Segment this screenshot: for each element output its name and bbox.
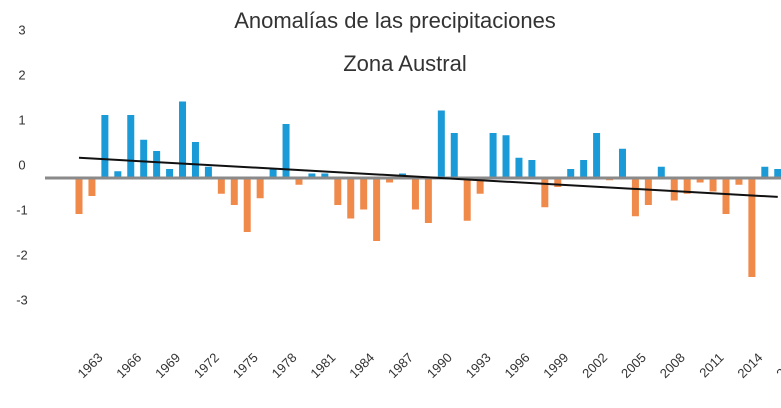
bar — [153, 151, 161, 178]
bar — [114, 171, 122, 178]
bar — [88, 178, 96, 196]
x-tick-label: 2017 — [773, 350, 781, 381]
bar — [347, 178, 355, 219]
x-tick-label: 1975 — [230, 350, 261, 381]
bar — [502, 135, 510, 178]
bar — [644, 178, 652, 205]
bar — [567, 169, 575, 178]
x-tick-label: 1963 — [74, 350, 105, 381]
bar — [321, 173, 329, 178]
x-tick-label: 1984 — [346, 350, 377, 381]
bar — [528, 160, 536, 178]
bar — [657, 166, 665, 178]
bar — [334, 178, 342, 205]
bar — [360, 178, 368, 210]
x-tick-label: 1966 — [113, 350, 144, 381]
x-tick-label: 1987 — [385, 350, 416, 381]
trend-line — [78, 156, 778, 198]
bar — [670, 178, 678, 201]
bar — [179, 101, 187, 178]
x-tick-label: 1981 — [307, 350, 338, 381]
bar — [140, 139, 148, 178]
bar — [541, 178, 549, 208]
bar — [450, 133, 458, 178]
bar — [554, 178, 562, 187]
y-tick-label: 1 — [18, 112, 25, 127]
chart-title: Anomalías de las precipitaciones — [234, 8, 556, 33]
bar — [269, 169, 277, 178]
bar — [761, 166, 769, 178]
x-tick-label: 1972 — [191, 350, 222, 381]
bar — [580, 160, 588, 178]
x-tick-label: 1990 — [424, 350, 455, 381]
bar — [308, 173, 316, 178]
y-tick-label: -3 — [16, 292, 28, 307]
bar — [243, 178, 251, 232]
bar — [101, 115, 109, 178]
bar — [386, 178, 394, 183]
bar — [618, 148, 626, 178]
bar — [295, 178, 303, 185]
bar — [127, 115, 135, 178]
bar — [631, 178, 639, 217]
y-tick-label: 3 — [18, 22, 25, 37]
bar — [373, 178, 381, 241]
bar — [204, 166, 212, 178]
bar — [722, 178, 730, 214]
bar — [166, 169, 174, 178]
x-tick-label: 2011 — [696, 350, 726, 380]
bar — [748, 178, 756, 277]
bar — [696, 178, 704, 183]
bar — [282, 124, 290, 178]
bar — [489, 133, 497, 178]
bar — [683, 178, 691, 194]
x-tick-label: 2005 — [618, 350, 649, 381]
bar — [256, 178, 264, 199]
bar — [463, 178, 471, 221]
bar — [709, 178, 717, 192]
x-tick-label: 1969 — [152, 350, 183, 381]
bar — [735, 178, 743, 185]
x-tick-label: 2002 — [579, 350, 610, 381]
bar — [191, 142, 199, 178]
bar — [217, 178, 225, 194]
y-tick-label: -1 — [16, 202, 28, 217]
y-tick-label: -2 — [16, 247, 28, 262]
x-tick-label: 2008 — [657, 350, 688, 381]
y-tick-label: 2 — [18, 67, 25, 82]
bar — [774, 169, 781, 178]
x-tick-label: 1996 — [502, 350, 533, 381]
bar — [230, 178, 238, 205]
x-tick-label: 1978 — [269, 350, 300, 381]
bar — [515, 157, 523, 178]
bar — [476, 178, 484, 194]
chart-subtitle: Zona Austral — [343, 51, 467, 76]
x-tick-label: 2014 — [734, 350, 765, 381]
bar — [75, 178, 83, 214]
x-tick-label: 1993 — [463, 350, 494, 381]
bar — [411, 178, 419, 210]
bar — [424, 178, 432, 223]
y-tick-label: 0 — [18, 157, 25, 172]
bar — [593, 133, 601, 178]
bar — [437, 110, 445, 178]
x-tick-label: 1999 — [540, 350, 571, 381]
